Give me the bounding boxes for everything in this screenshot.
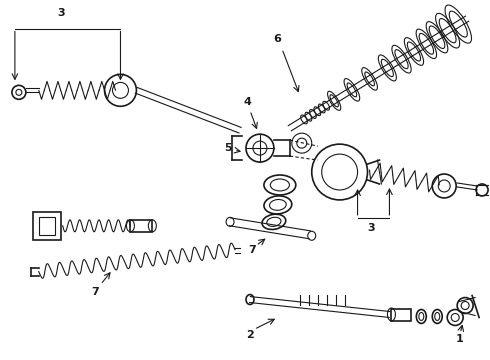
- Bar: [39, 217, 55, 235]
- Text: 3: 3: [368, 223, 375, 233]
- Bar: [33, 212, 61, 240]
- Text: 1: 1: [455, 334, 463, 345]
- Bar: [392, 309, 412, 321]
- Text: 7: 7: [92, 287, 99, 297]
- Text: 4: 4: [243, 97, 251, 107]
- Text: 7: 7: [248, 245, 256, 255]
- Text: 5: 5: [224, 143, 232, 153]
- Text: 3: 3: [57, 8, 65, 18]
- Text: 2: 2: [246, 330, 254, 341]
- Text: 6: 6: [273, 33, 281, 44]
- Bar: [130, 220, 152, 232]
